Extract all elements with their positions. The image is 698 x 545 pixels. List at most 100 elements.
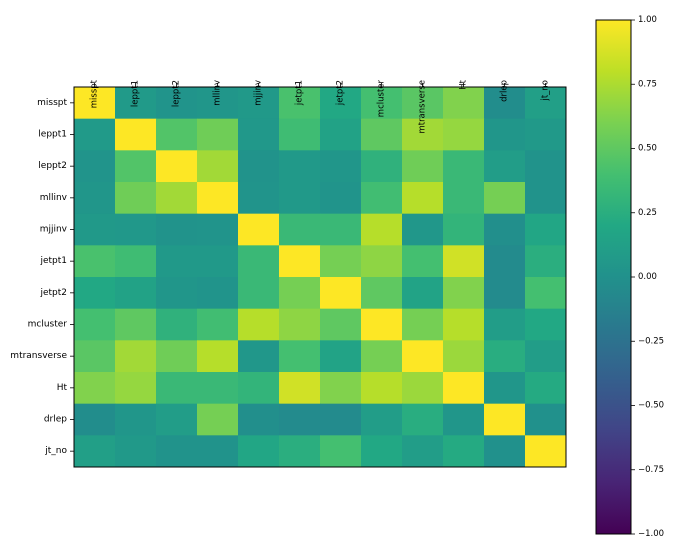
heatmap-cell-mtransverse-leppt2 <box>156 340 198 373</box>
heatmap-cell-leppt2-drlep <box>484 150 526 183</box>
heatmap-cell-jetpt1-mtransverse <box>402 245 444 278</box>
heatmap-cell-mcluster-mllinv <box>197 308 239 341</box>
heatmap-cell-Ht-Ht <box>443 372 485 405</box>
heatmap-cell-leppt2-jt_no <box>525 150 567 183</box>
heatmap-cell-mtransverse-mtransverse <box>402 340 444 373</box>
heatmap-cell-mllinv-misspt <box>74 182 116 215</box>
y-tick-label-jt_no: jt_no <box>44 446 67 456</box>
heatmap-cell-leppt1-leppt2 <box>156 118 198 151</box>
heatmap-cell-leppt1-mtransverse <box>402 118 444 151</box>
heatmap-cell-leppt2-mtransverse <box>402 150 444 183</box>
heatmap-cell-jt_no-jetpt1 <box>279 435 321 468</box>
heatmap-cell-Ht-misspt <box>74 372 116 405</box>
heatmap-cell-mcluster-Ht <box>443 308 485 341</box>
heatmap-cell-mjjinv-misspt <box>74 213 116 246</box>
y-tick-label-Ht: Ht <box>57 383 68 393</box>
heatmap-cell-jt_no-mllinv <box>197 435 239 468</box>
heatmap-cell-mtransverse-Ht <box>443 340 485 373</box>
heatmap-cell-jetpt1-mcluster <box>361 245 403 278</box>
heatmap-cell-leppt1-mjjinv <box>238 118 280 151</box>
heatmap-cell-leppt2-jetpt1 <box>279 150 321 183</box>
heatmap-cell-mllinv-jetpt2 <box>320 182 362 215</box>
heatmap-cell-jetpt2-leppt2 <box>156 277 198 310</box>
y-tick-label-mcluster: mcluster <box>28 320 68 330</box>
y-tick-label-leppt1: leppt1 <box>38 130 67 140</box>
heatmap-cell-Ht-leppt2 <box>156 372 198 405</box>
colorbar-tick-label: 1.00 <box>638 15 657 25</box>
y-tick-label-jetpt2: jetpt2 <box>39 288 67 298</box>
heatmap-cell-misspt-leppt1 <box>115 87 157 120</box>
heatmap-cell-Ht-mjjinv <box>238 372 280 405</box>
heatmap-cell-mjjinv-drlep <box>484 213 526 246</box>
heatmap-cell-leppt1-jetpt1 <box>279 118 321 151</box>
x-tick-label-jetpt1: jetpt1 <box>295 80 305 106</box>
heatmap-cell-drlep-jetpt2 <box>320 403 362 436</box>
x-tick-label-Ht: Ht <box>459 79 469 89</box>
heatmap-cell-leppt1-leppt1 <box>115 118 157 151</box>
heatmap-cell-jetpt1-mllinv <box>197 245 239 278</box>
heatmap-cell-mllinv-mtransverse <box>402 182 444 215</box>
heatmap-cell-mjjinv-leppt1 <box>115 213 157 246</box>
y-axis-ticks: misspt leppt1 leppt2 mllinv mjjinv jetpt1 jetp… <box>10 98 74 456</box>
heatmap-cell-Ht-leppt1 <box>115 372 157 405</box>
y-tick-label-drlep: drlep <box>44 415 67 425</box>
heatmap-cell-Ht-jetpt2 <box>320 372 362 405</box>
heatmap-cell-mcluster-mtransverse <box>402 308 444 341</box>
x-tick-label-jetpt2: jetpt2 <box>336 80 346 106</box>
heatmap-cell-jt_no-jetpt2 <box>320 435 362 468</box>
colorbar-tick-label: 0.50 <box>638 144 657 154</box>
colorbar-tick-label: −0.50 <box>638 401 664 411</box>
heatmap-cell-drlep-leppt2 <box>156 403 198 436</box>
heatmap-cell-leppt2-mcluster <box>361 150 403 183</box>
heatmap-cell-jt_no-mtransverse <box>402 435 444 468</box>
heatmap-cell-drlep-mjjinv <box>238 403 280 436</box>
colorbar-tick-label: 0.75 <box>638 79 657 89</box>
heatmap-cell-mjjinv-Ht <box>443 213 485 246</box>
heatmap-cell-leppt1-misspt <box>74 118 116 151</box>
heatmap-cell-jetpt2-Ht <box>443 277 485 310</box>
heatmap-cell-jetpt2-jt_no <box>525 277 567 310</box>
heatmap-cell-jt_no-leppt2 <box>156 435 198 468</box>
heatmap-cell-misspt-leppt2 <box>156 87 198 120</box>
heatmap-cell-jt_no-leppt1 <box>115 435 157 468</box>
heatmap-cell-mjjinv-mtransverse <box>402 213 444 246</box>
heatmap-cell-mllinv-leppt2 <box>156 182 198 215</box>
heatmap-cell-mllinv-mjjinv <box>238 182 280 215</box>
heatmap-cell-jetpt2-misspt <box>74 277 116 310</box>
heatmap-cell-mcluster-jt_no <box>525 308 567 341</box>
heatmap-cell-jetpt2-jetpt2 <box>320 277 362 310</box>
heatmap-cell-jetpt1-drlep <box>484 245 526 278</box>
heatmap-cell-misspt-mtransverse <box>402 87 444 120</box>
heatmap-cell-jetpt1-leppt1 <box>115 245 157 278</box>
heatmap-cell-mjjinv-mllinv <box>197 213 239 246</box>
y-tick-label-mllinv: mllinv <box>40 193 68 203</box>
heatmap-cell-mjjinv-jetpt1 <box>279 213 321 246</box>
heatmap-cell-misspt-mjjinv <box>238 87 280 120</box>
heatmap-cell-mtransverse-jt_no <box>525 340 567 373</box>
heatmap-cell-leppt2-leppt1 <box>115 150 157 183</box>
heatmap-cell-drlep-misspt <box>74 403 116 436</box>
heatmap-cell-misspt-jetpt1 <box>279 87 321 120</box>
heatmap-cell-mcluster-jetpt2 <box>320 308 362 341</box>
heatmap-cell-jt_no-Ht <box>443 435 485 468</box>
heatmap-cell-mjjinv-mjjinv <box>238 213 280 246</box>
heatmap-cell-Ht-drlep <box>484 372 526 405</box>
heatmap-cell-drlep-mcluster <box>361 403 403 436</box>
colorbar-tick-label: 0.00 <box>638 272 657 282</box>
heatmap-cell-jetpt1-leppt2 <box>156 245 198 278</box>
heatmap-cell-mcluster-leppt1 <box>115 308 157 341</box>
heatmap-cell-leppt1-jt_no <box>525 118 567 151</box>
heatmap-cell-drlep-drlep <box>484 403 526 436</box>
heatmap-cell-mllinv-leppt1 <box>115 182 157 215</box>
x-tick-label-misspt: misspt <box>90 79 100 108</box>
heatmap-cell-jetpt1-jt_no <box>525 245 567 278</box>
heatmap-cell-misspt-drlep <box>484 87 526 120</box>
heatmap-cell-mtransverse-mllinv <box>197 340 239 373</box>
heatmap-cell-Ht-mtransverse <box>402 372 444 405</box>
heatmap-cell-jt_no-mjjinv <box>238 435 280 468</box>
heatmap-cell-Ht-jt_no <box>525 372 567 405</box>
heatmap-cell-jt_no-mcluster <box>361 435 403 468</box>
heatmap-cell-mllinv-jt_no <box>525 182 567 215</box>
heatmap-cell-mcluster-mjjinv <box>238 308 280 341</box>
